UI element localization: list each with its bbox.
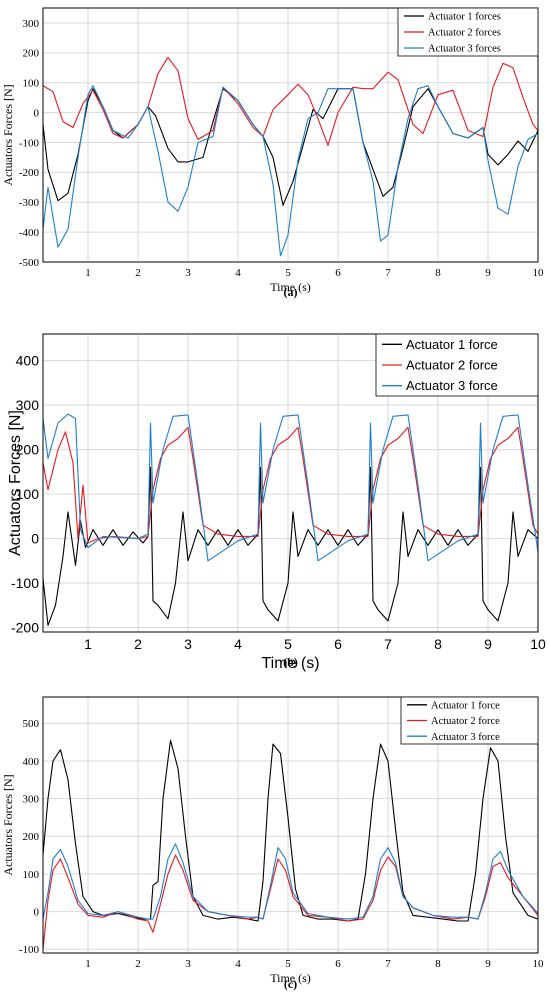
x-tick-label: 6 [335,958,341,970]
y-tick-label: -100 [11,575,39,591]
y-tick-label: 0 [34,107,40,119]
chart-panel-2: 1 2 3 4 5 6 7 8 9 10 -200 -100 0 100 200 300 400 Actuator… [7,333,546,672]
x-tick-label: 7 [385,267,391,279]
x-tick-label: 4 [235,958,241,970]
axes-frame [42,696,539,954]
legend: Actuator 1 force Actuator 2 force Actuator… [375,333,539,397]
y-tick-label: 400 [23,756,40,768]
y-tick-label: 300 [16,397,40,413]
legend-entry: Actuator 2 force [406,358,498,373]
series-line-actuator-1 [43,739,538,922]
series-line-actuator-2 [43,56,538,147]
x-tick-label: 8 [434,636,442,652]
x-tick-label: 7 [385,958,391,970]
legend: Actuator 1 force Actuator 2 force Actuator… [400,696,539,745]
legend-entry: Actuator 3 forces [428,44,501,55]
x-tick-label: 3 [184,636,192,652]
x-tick-label: 8 [435,958,441,970]
y-tick-label: 100 [16,486,40,502]
chart-panel-3: 1 2 3 4 5 6 7 8 9 10 -100 0 100 200 300 400 500 Actuator … [1,696,545,991]
y-tick-label: -100 [19,137,40,149]
y-tick-label: -200 [11,619,39,635]
y-axis-label: Actuators Forces [N] [7,410,24,556]
x-tick-label: 10 [530,636,546,652]
legend: Actuator 1 forces Actuator 2 forces Actuat… [397,7,539,57]
x-axis-label: Time (s) [270,280,311,294]
y-tick-label: 200 [23,831,40,843]
x-tick-label: 8 [435,267,441,279]
x-tick-label: 1 [85,958,91,970]
x-tick-label: 9 [485,267,491,279]
y-tick-label: -300 [19,197,40,209]
y-tick-label: -400 [19,227,40,239]
series-line-actuator-3 [43,413,538,562]
chart-panel-1: 1 2 3 4 5 6 7 8 9 10 -500 -400 -300 -200 -100 0 100 200 30… [1,7,545,299]
y-tick-label: 300 [23,793,40,805]
legend-entry: Actuator 1 forces [428,12,501,23]
y-axis-label: Actuators Forces [N] [1,84,15,185]
panel-caption: (b) [283,655,298,669]
y-tick-label: -500 [19,257,40,269]
y-tick-label: 100 [23,78,40,90]
y-tick-label: 400 [16,353,40,369]
axes-frame [42,7,539,263]
x-tick-label: 5 [285,958,291,970]
x-tick-label: 7 [384,636,392,652]
x-tick-label: 10 [533,958,545,970]
x-tick-label: 9 [485,958,491,970]
series-line-actuator-2 [43,854,538,950]
y-tick-label: 100 [23,869,40,881]
y-tick-label: -200 [19,167,40,179]
y-tick-label: 0 [31,530,39,546]
x-tick-label: 2 [135,958,141,970]
x-tick-label: 2 [134,636,142,652]
panel-caption: (a) [284,285,298,299]
x-tick-label: 5 [284,636,292,652]
panel-caption: (c) [284,977,297,991]
y-tick-label: 0 [34,906,40,918]
legend-entry: Actuator 2 forces [428,28,501,39]
legend-box [375,333,539,397]
legend-entry: Actuator 1 force [431,701,500,712]
y-tick-label: 200 [23,48,40,60]
x-axis-label: Time (s) [270,971,311,985]
legend-entry: Actuator 3 force [406,378,498,393]
axes-frame [42,333,539,633]
legend-entry: Actuator 2 force [431,716,500,727]
x-tick-label: 5 [285,267,291,279]
x-tick-label: 1 [84,636,92,652]
legend-entry: Actuator 1 force [406,337,498,352]
x-tick-label: 2 [135,267,141,279]
y-tick-label: 200 [16,442,40,458]
y-tick-label: -100 [19,944,40,956]
y-axis-label: Actuators Forces [N] [1,774,15,875]
series-line-actuator-1 [43,466,538,626]
x-tick-label: 10 [533,267,545,279]
x-tick-label: 4 [235,267,241,279]
x-tick-label: 6 [335,267,341,279]
x-tick-label: 9 [484,636,492,652]
y-tick-label: 500 [23,718,40,730]
x-tick-label: 1 [85,267,91,279]
x-tick-label: 6 [334,636,342,652]
legend-entry: Actuator 3 force [431,732,500,743]
series-line-actuator-3 [43,843,538,920]
x-tick-label: 3 [185,267,191,279]
x-tick-label: 4 [234,636,242,652]
series-line-actuator-3 [43,85,538,257]
x-tick-label: 3 [185,958,191,970]
y-tick-label: 300 [23,18,40,30]
x-axis-label: Time (s) [261,655,319,672]
